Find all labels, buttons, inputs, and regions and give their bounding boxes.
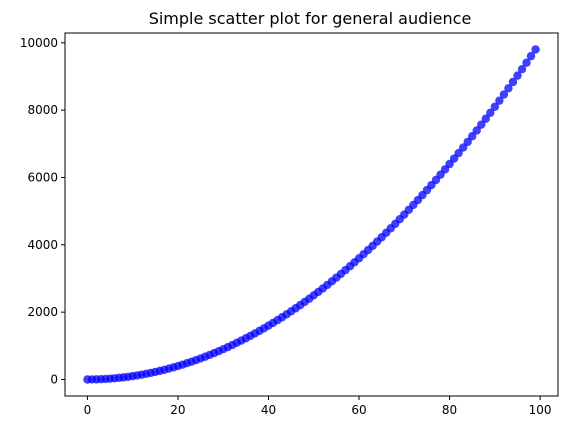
x-tick-label: 20 bbox=[170, 403, 185, 417]
x-tick-label: 60 bbox=[351, 403, 366, 417]
data-point bbox=[454, 148, 463, 158]
data-point bbox=[504, 84, 513, 93]
y-tick-label: 6000 bbox=[27, 170, 58, 184]
data-point bbox=[508, 77, 518, 87]
data-point bbox=[499, 90, 509, 99]
data-point bbox=[477, 120, 486, 129]
data-point bbox=[468, 132, 477, 141]
y-tick-label: 2000 bbox=[27, 305, 58, 319]
data-point bbox=[481, 114, 490, 123]
data-point bbox=[458, 143, 468, 152]
chart-title: Simple scatter plot for general audience bbox=[149, 9, 472, 28]
axis-ticks: 0 20 40 60 80 100 0 2000 4000 6000 8000 10000 bbox=[20, 36, 552, 417]
data-point bbox=[495, 96, 504, 105]
y-tick-label: 0 bbox=[50, 373, 58, 387]
data-point bbox=[490, 102, 500, 111]
x-tick-label: 40 bbox=[261, 403, 276, 417]
x-tick-label: 0 bbox=[84, 403, 92, 417]
data-point bbox=[472, 126, 481, 135]
data-point bbox=[463, 137, 472, 147]
data-point bbox=[526, 51, 536, 61]
y-tick-label: 8000 bbox=[27, 103, 58, 117]
data-point bbox=[522, 58, 531, 67]
data-point bbox=[517, 64, 527, 74]
data-point bbox=[531, 45, 540, 54]
plot-frame bbox=[64, 32, 559, 397]
scatter-points bbox=[83, 45, 540, 384]
x-tick-label: 100 bbox=[529, 403, 552, 417]
data-point bbox=[513, 71, 522, 80]
y-tick-label: 10000 bbox=[20, 36, 58, 50]
data-point bbox=[486, 108, 495, 117]
x-tick-label: 80 bbox=[442, 403, 457, 417]
y-tick-label: 4000 bbox=[27, 238, 58, 252]
